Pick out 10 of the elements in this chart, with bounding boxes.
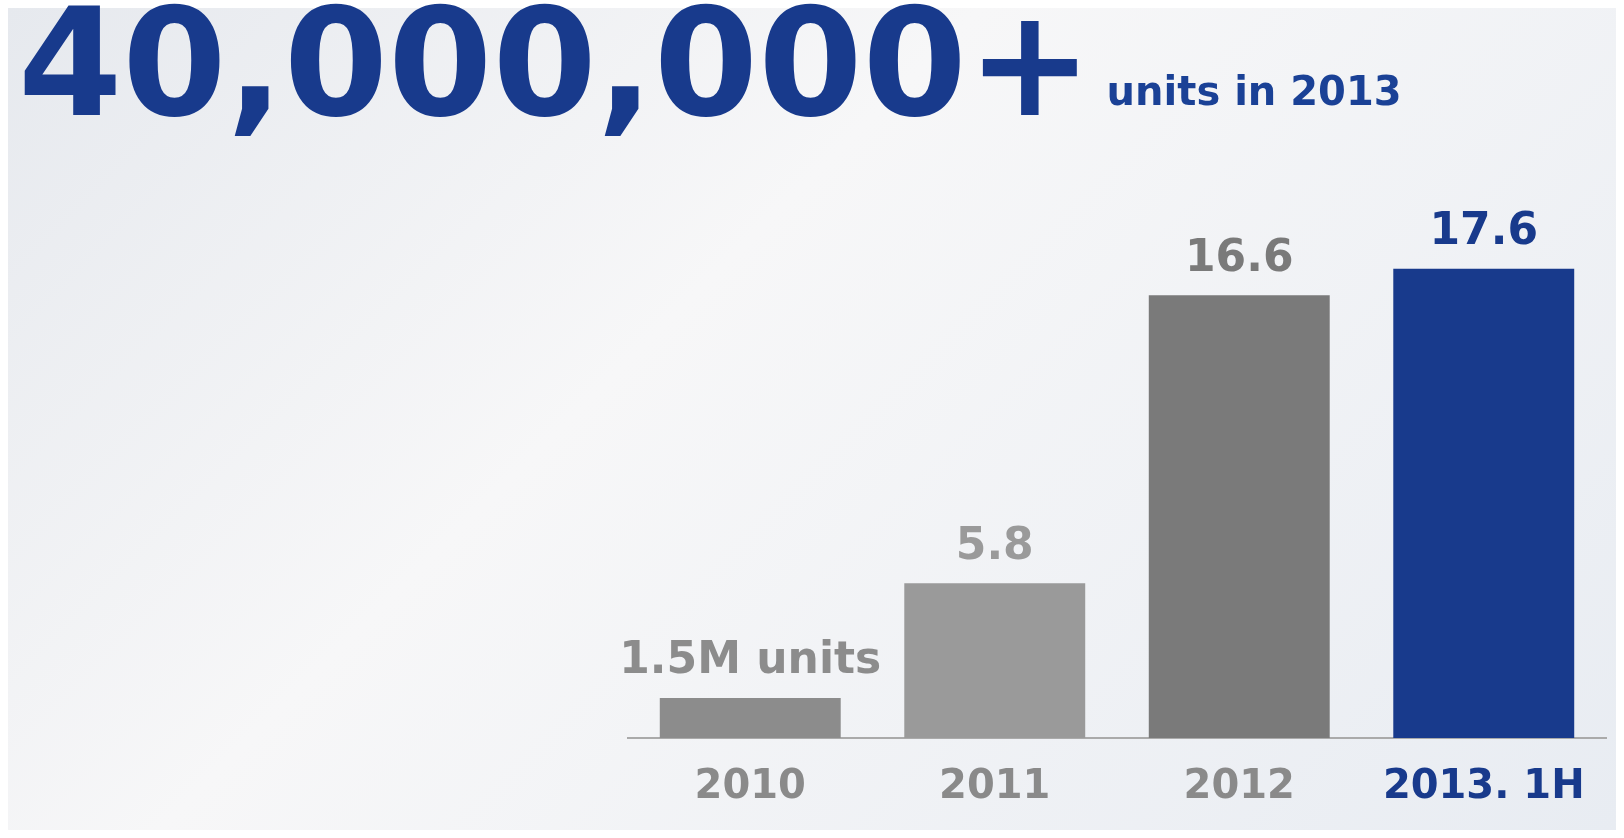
data-label: 1.5M units	[619, 632, 882, 684]
chart-title: 40,000,000+	[18, 0, 1093, 150]
x-tick-label: 2013. 1H	[1382, 761, 1585, 808]
x-tick-label: 2012	[1183, 761, 1295, 808]
x-tick-label: 2010	[694, 761, 806, 808]
data-label: 17.6	[1429, 203, 1539, 255]
data-label: 5.8	[955, 517, 1034, 569]
data-label: 16.6	[1184, 229, 1294, 281]
x-tick-label: 2011	[939, 761, 1051, 808]
chart-subtitle: units in 2013	[1106, 68, 1402, 114]
